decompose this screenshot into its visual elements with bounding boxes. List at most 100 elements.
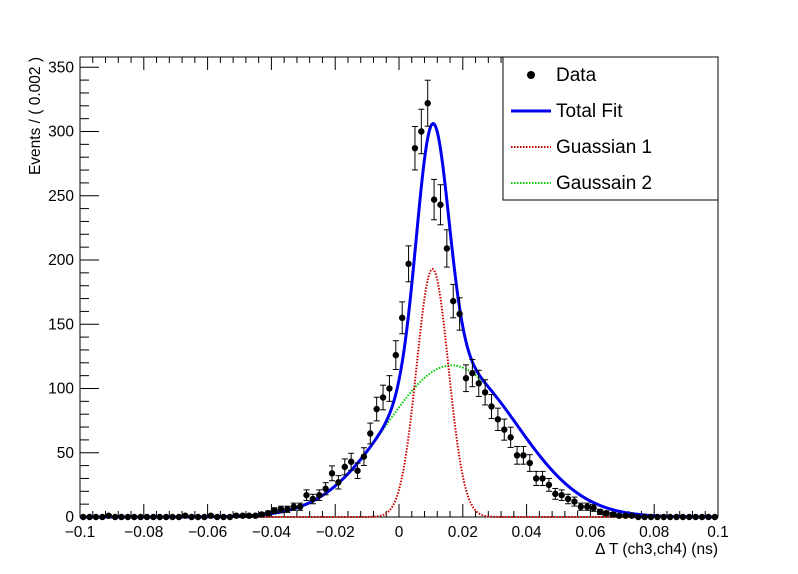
data-point: [411, 125, 419, 171]
data-point: [545, 477, 553, 492]
data-point: [654, 513, 661, 521]
data-point: [207, 512, 214, 519]
data-point: [539, 470, 546, 487]
data-marker: [201, 513, 208, 521]
data-marker: [213, 513, 221, 521]
y-tick-label: 250: [48, 188, 74, 205]
data-marker: [111, 513, 119, 521]
y-axis: 0 50 100 150 200 250 300 350: [48, 59, 99, 526]
data-point: [686, 513, 693, 521]
data-point: [373, 396, 380, 422]
data-marker: [609, 511, 616, 518]
data-point: [501, 418, 508, 441]
y-tick-label: 0: [65, 509, 74, 526]
data-point: [450, 283, 457, 319]
x-tick-label: 0.08: [639, 524, 669, 541]
data-point: [488, 394, 495, 419]
y-tick-label: 150: [48, 316, 74, 333]
data-marker: [79, 513, 87, 521]
data-marker: [303, 491, 310, 499]
x-tick-label: 0: [395, 524, 404, 541]
data-point: [347, 452, 355, 471]
data-marker: [245, 512, 253, 519]
data-marker: [150, 513, 157, 521]
data-point: [596, 508, 604, 516]
data-marker: [526, 459, 533, 467]
legend-data-label: Data: [556, 65, 597, 86]
legend-box: [502, 56, 719, 201]
data-point: [175, 513, 183, 521]
data-marker: [290, 503, 297, 510]
data-point: [226, 513, 234, 521]
data-marker: [175, 513, 183, 521]
x-tick-label: 0.06: [575, 524, 605, 541]
data-marker: [309, 495, 317, 503]
data-point: [635, 513, 642, 521]
data-marker: [354, 467, 361, 474]
data-point: [156, 513, 163, 521]
data-point: [392, 340, 400, 370]
data-point: [188, 513, 195, 521]
data-point: [405, 245, 412, 283]
y-tick-label: 100: [48, 381, 74, 398]
data-marker: [673, 513, 680, 521]
data-marker: [118, 513, 125, 521]
data-point: [150, 513, 157, 521]
data-marker: [335, 479, 342, 486]
data-point: [86, 513, 93, 521]
data-point: [526, 454, 533, 472]
data-point: [220, 513, 227, 521]
data-marker: [520, 452, 527, 459]
data-marker: [239, 512, 246, 519]
data-marker: [545, 481, 553, 489]
data-marker: [686, 513, 693, 521]
data-marker: [494, 416, 502, 423]
data-marker: [143, 513, 151, 521]
data-marker: [590, 504, 597, 512]
data-point: [131, 513, 138, 521]
data-point: [424, 79, 431, 127]
data-point: [577, 502, 585, 511]
data-point: [603, 509, 610, 517]
data-marker: [405, 260, 412, 268]
data-marker: [469, 369, 476, 377]
data-point: [296, 502, 304, 511]
data-point: [430, 178, 438, 221]
legend-entry-gaussian-2: Gaussain 2: [511, 173, 652, 194]
x-tick-label: 0.04: [512, 524, 543, 541]
data-point: [265, 509, 272, 517]
data-marker: [424, 100, 431, 107]
data-point: [532, 470, 540, 487]
data-marker: [513, 452, 521, 459]
data-marker: [501, 426, 508, 433]
data-marker: [265, 509, 272, 517]
data-point: [277, 505, 285, 513]
data-marker: [666, 513, 674, 521]
data-point: [475, 369, 482, 397]
data-point: [284, 505, 291, 513]
legend-gaussian-2-label: Gaussain 2: [556, 173, 652, 194]
data-marker: [328, 470, 336, 477]
data-point: [239, 512, 246, 519]
data-point: [124, 513, 132, 521]
data-point: [105, 512, 112, 519]
legend: Data Total Fit Guassian 1 Gaussain 2: [502, 56, 719, 201]
data-marker: [705, 513, 712, 521]
data-marker: [564, 495, 572, 503]
y-axis-label: Events / ( 0.002 ): [27, 57, 44, 175]
data-point: [341, 458, 348, 476]
data-point: [137, 513, 144, 521]
data-point: [609, 511, 616, 518]
data-point: [194, 513, 202, 521]
data-marker: [635, 513, 642, 521]
x-tick-label: 0.02: [448, 524, 478, 541]
data-marker: [577, 503, 585, 510]
data-marker: [99, 513, 106, 521]
data-marker: [277, 506, 285, 513]
x-tick-label: 0.1: [707, 524, 729, 541]
data-marker: [296, 503, 304, 510]
data-marker: [131, 513, 138, 521]
data-point: [660, 513, 667, 521]
